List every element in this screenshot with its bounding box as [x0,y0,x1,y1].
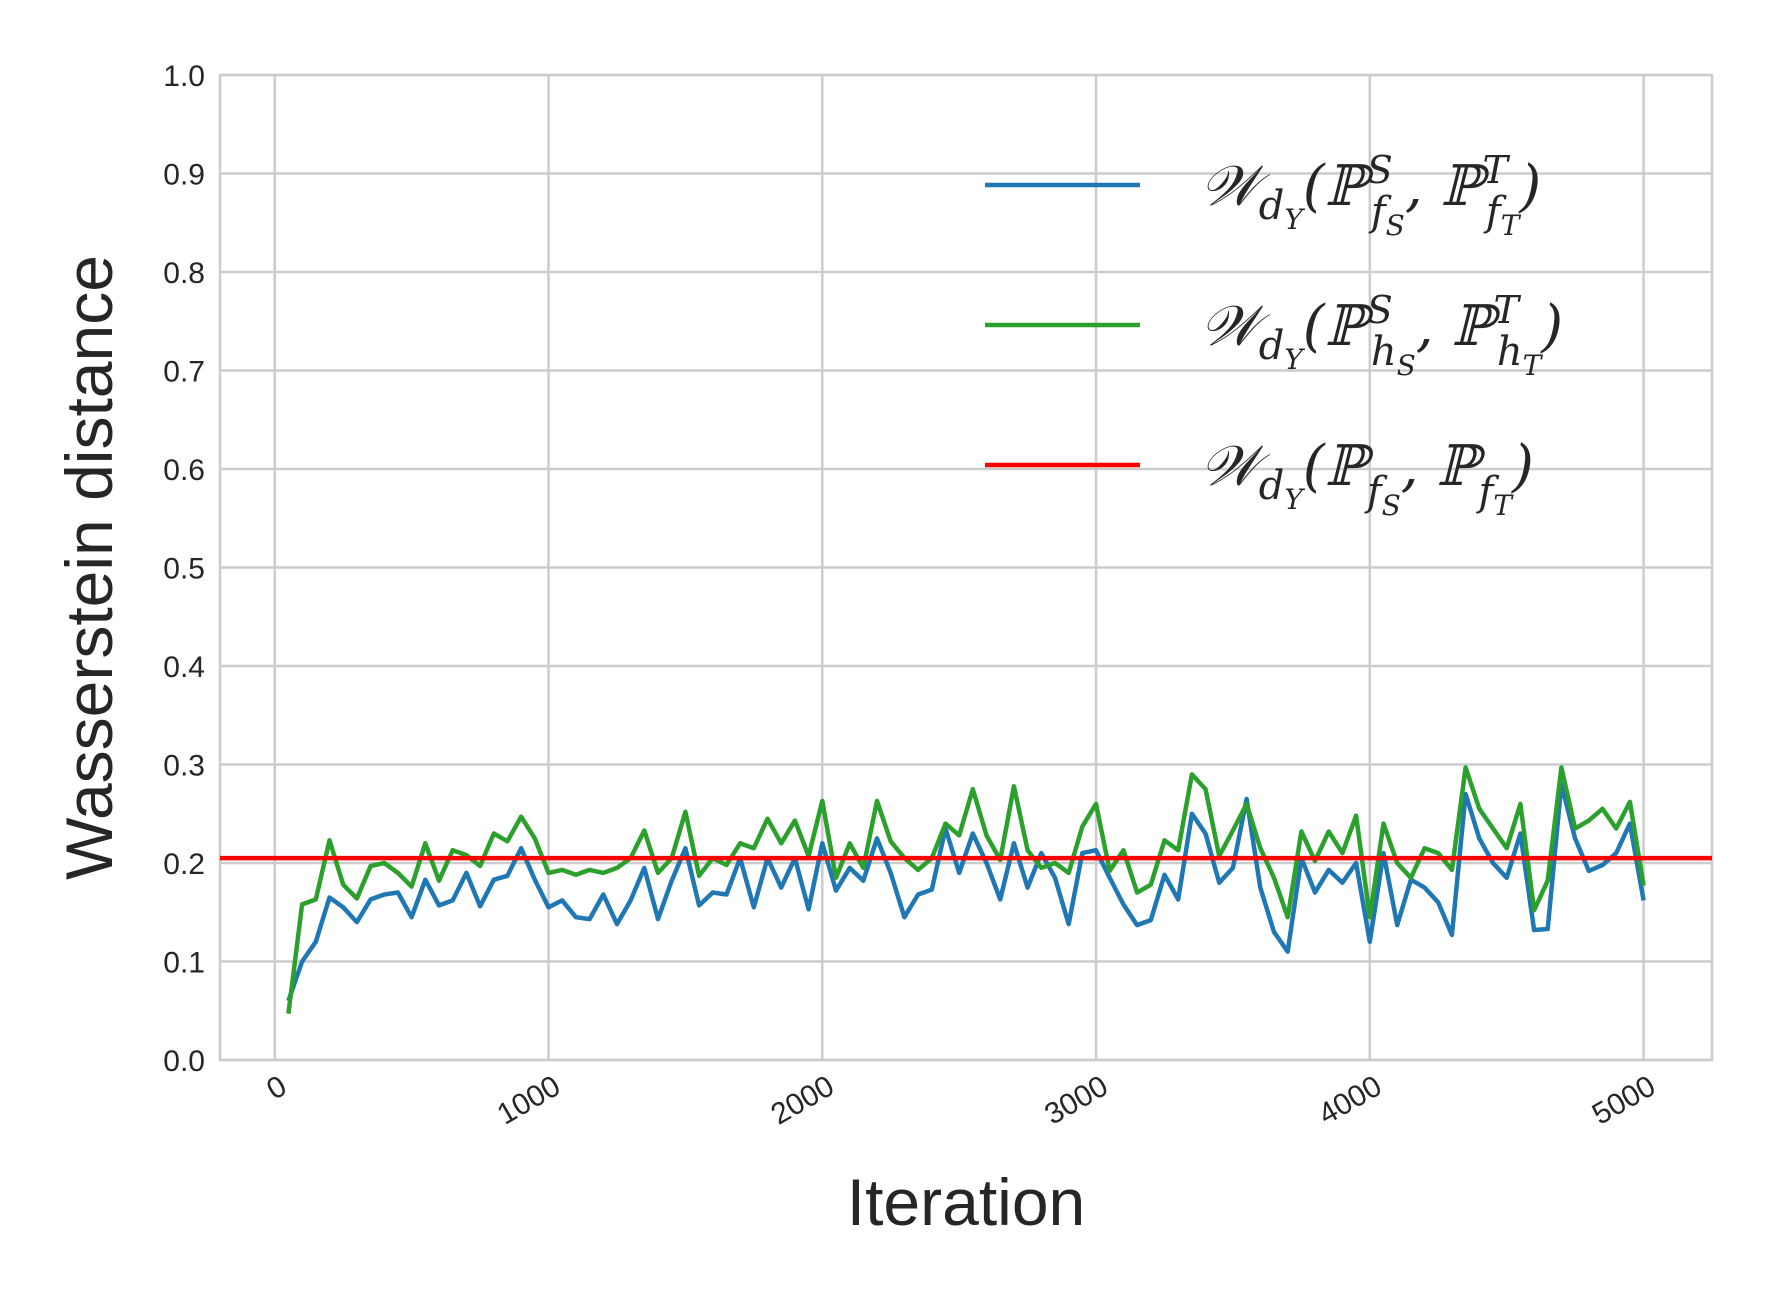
y-axis-title: Wasserstein distance [52,255,126,880]
plot-frame [218,73,1714,1062]
series-line-0 [286,781,1646,1002]
y-tick-label: 0.0 [163,1045,205,1078]
y-tick-label: 0.4 [163,651,205,684]
y-tick-label: 1.0 [163,60,205,93]
y-tick-label: 0.9 [163,159,205,192]
y-tick-label: 0.5 [163,553,205,586]
y-tick-label: 0.7 [163,356,205,389]
series-line-1 [286,765,1646,1014]
legend-label-0: 𝒲dY(ℙS fS, ℙT fT) [1200,148,1541,242]
legend: 𝒲dY(ℙS fS, ℙT fT) 𝒲dY(ℙS hS, ℙT hT) 𝒲dY(ℙfS, ℙ… [985,148,1563,522]
y-tick-label: 0.3 [163,750,205,783]
y-tick-labels: 0.0 0.1 0.2 0.3 0.4 0.5 0.6 0.7 0.8 0.9 1.0 [163,60,205,1078]
x-axis-title: Iteration [847,1165,1085,1239]
legend-label-1: 𝒲dY(ℙS hS, ℙT hT) [1200,288,1563,382]
y-tick-label: 0.8 [163,257,205,290]
y-tick-label: 0.2 [163,848,205,881]
series-layer [220,765,1712,1014]
y-tick-label: 0.6 [163,454,205,487]
y-tick-label: 0.1 [163,947,205,980]
legend-label-2: 𝒲dY(ℙfS, ℙfT) [1200,434,1534,522]
